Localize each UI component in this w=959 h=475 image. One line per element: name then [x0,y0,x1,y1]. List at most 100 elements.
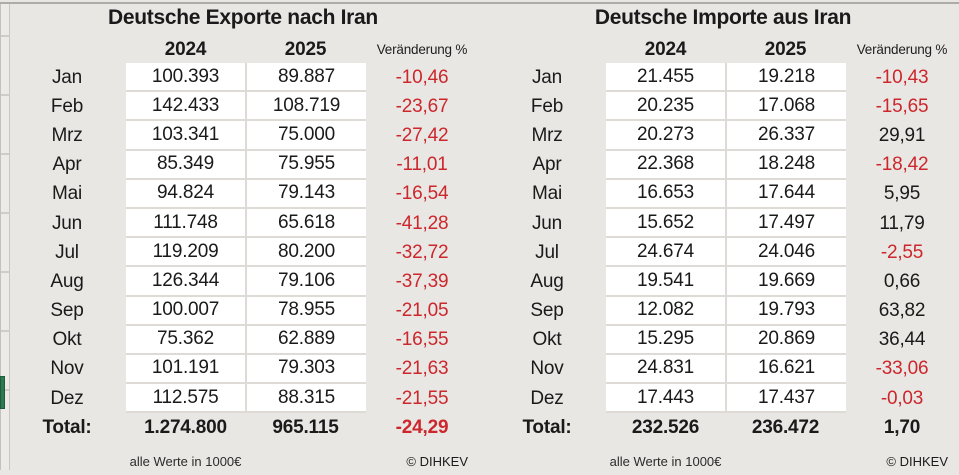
change-percent-cell[interactable]: 36,44 [878,329,926,351]
value-2024-cell[interactable]: 85.349 [126,150,245,180]
value-2025-cell[interactable]: 19.793 [725,296,846,326]
value-2024-cell[interactable]: 103.341 [126,121,245,151]
month-label-cell[interactable]: Dez [50,387,84,409]
change-percent-cell[interactable]: -2,55 [880,241,924,263]
change-percent-cell[interactable]: -16,55 [395,329,449,351]
value-2024-cell[interactable]: 24.674 [606,238,725,268]
change-percent-cell[interactable]: -21,55 [395,387,449,409]
change-percent-cell[interactable]: -21,05 [395,300,449,322]
total-label-cell[interactable]: Total: [42,416,92,438]
value-2025-cell[interactable]: 78.955 [245,296,366,326]
change-percent-cell[interactable]: -23,67 [395,95,449,117]
change-percent-cell[interactable]: 5,95 [883,183,921,205]
month-label-cell[interactable]: Apr [532,154,562,176]
value-2024-cell[interactable]: 15.295 [606,325,725,355]
value-2025-cell[interactable]: 18.248 [725,150,846,180]
value-2024-cell[interactable]: 12.082 [606,296,725,326]
value-2025-cell[interactable]: 108.719 [245,92,366,122]
month-label-cell[interactable]: Mrz [51,124,83,146]
month-label-cell[interactable]: Sep [530,300,564,322]
value-2024-cell[interactable]: 111.748 [126,208,245,239]
value-2024-cell[interactable]: 21.455 [606,63,725,93]
value-2024-cell[interactable]: 15.652 [606,208,725,239]
total-2025-cell[interactable]: 236.472 [751,416,820,438]
value-2024-cell[interactable]: 75.362 [126,325,245,355]
value-2025-cell[interactable]: 75.955 [245,150,366,180]
value-2025-cell[interactable]: 62.889 [245,325,366,355]
value-2025-cell[interactable]: 16.621 [725,354,846,385]
total-label-cell[interactable]: Total: [522,416,572,438]
value-2025-cell[interactable]: 26.337 [725,121,846,151]
value-2025-cell[interactable]: 17.644 [725,179,846,209]
value-2024-cell[interactable]: 101.191 [126,354,245,385]
value-2024-cell[interactable]: 22.368 [606,150,725,180]
value-2025-cell[interactable]: 65.618 [245,208,366,239]
month-label-cell[interactable]: Feb [530,95,564,117]
value-2024-cell[interactable]: 16.653 [606,179,725,209]
month-label-cell[interactable]: Mrz [531,124,563,146]
change-percent-cell[interactable]: -27,42 [395,124,449,146]
imports-header-change[interactable]: Veränderung % [856,42,948,57]
month-label-cell[interactable]: Aug [530,270,564,292]
value-2025-cell[interactable]: 19.218 [725,63,846,93]
total-2024-cell[interactable]: 1.274.800 [144,416,227,438]
value-2024-cell[interactable]: 112.575 [126,384,245,414]
value-2024-cell[interactable]: 20.273 [606,121,725,151]
month-label-cell[interactable]: Dez [530,387,564,409]
month-label-cell[interactable]: Okt [532,329,562,351]
month-label-cell[interactable]: Feb [50,95,84,117]
change-percent-cell[interactable]: -33,06 [875,358,929,380]
value-2025-cell[interactable]: 17.497 [725,208,846,239]
value-2024-cell[interactable]: 24.831 [606,354,725,385]
value-2024-cell[interactable]: 100.393 [126,63,245,93]
month-label-cell[interactable]: Jul [535,241,559,263]
value-2025-cell[interactable]: 80.200 [245,238,366,268]
value-2025-cell[interactable]: 17.068 [725,92,846,122]
value-2025-cell[interactable]: 19.669 [725,267,846,297]
month-label-cell[interactable]: Jan [531,66,563,88]
value-2024-cell[interactable]: 19.541 [606,267,725,297]
change-percent-cell[interactable]: -32,72 [395,241,449,263]
month-label-cell[interactable]: Jun [531,212,563,234]
change-percent-cell[interactable]: -10,46 [395,66,449,88]
change-percent-cell[interactable]: 0,66 [883,270,921,292]
value-2025-cell[interactable]: 89.887 [245,63,366,93]
change-percent-cell[interactable]: -21,63 [395,358,449,380]
value-2025-cell[interactable]: 75.000 [245,121,366,151]
total-2025-cell[interactable]: 965.115 [272,416,339,438]
month-label-cell[interactable]: Okt [52,329,82,351]
month-label-cell[interactable]: Aug [50,270,84,292]
change-percent-cell[interactable]: -11,01 [396,154,448,176]
change-percent-cell[interactable]: 29,91 [878,124,926,146]
value-2024-cell[interactable]: 142.433 [126,92,245,122]
change-percent-cell[interactable]: 63,82 [878,300,926,322]
value-2024-cell[interactable]: 119.209 [126,238,245,268]
change-percent-cell[interactable]: -0,03 [880,387,924,409]
month-label-cell[interactable]: Jun [51,212,83,234]
value-2025-cell[interactable]: 79.143 [245,179,366,209]
value-2024-cell[interactable]: 17.443 [606,384,725,414]
month-label-cell[interactable]: Nov [50,358,84,380]
month-label-cell[interactable]: Mai [531,183,562,205]
month-label-cell[interactable]: Apr [52,154,82,176]
value-2024-cell[interactable]: 20.235 [606,92,725,122]
change-percent-cell[interactable]: -10,43 [875,66,929,88]
change-percent-cell[interactable]: -18,42 [875,154,929,176]
change-percent-cell[interactable]: -15,65 [875,95,929,117]
value-2024-cell[interactable]: 94.824 [126,179,245,209]
total-change-cell[interactable]: 1,70 [883,416,921,438]
imports-header-2025[interactable]: 2025 [764,38,807,60]
total-change-cell[interactable]: -24,29 [395,416,449,438]
month-label-cell[interactable]: Mai [51,183,82,205]
change-percent-cell[interactable]: -41,28 [395,212,449,234]
imports-table-title[interactable]: Deutsche Importe aus Iran [594,6,852,29]
change-percent-cell[interactable]: 11,79 [879,212,925,234]
value-2025-cell[interactable]: 79.303 [245,354,366,385]
imports-header-2024[interactable]: 2024 [644,38,687,60]
value-2024-cell[interactable]: 126.344 [126,267,245,297]
month-label-cell[interactable]: Sep [50,300,84,322]
exports-header-2024[interactable]: 2024 [164,38,207,60]
exports-table-title[interactable]: Deutsche Exporte nach Iran [108,6,378,29]
value-2025-cell[interactable]: 79.106 [245,267,366,297]
value-2025-cell[interactable]: 24.046 [725,238,846,268]
